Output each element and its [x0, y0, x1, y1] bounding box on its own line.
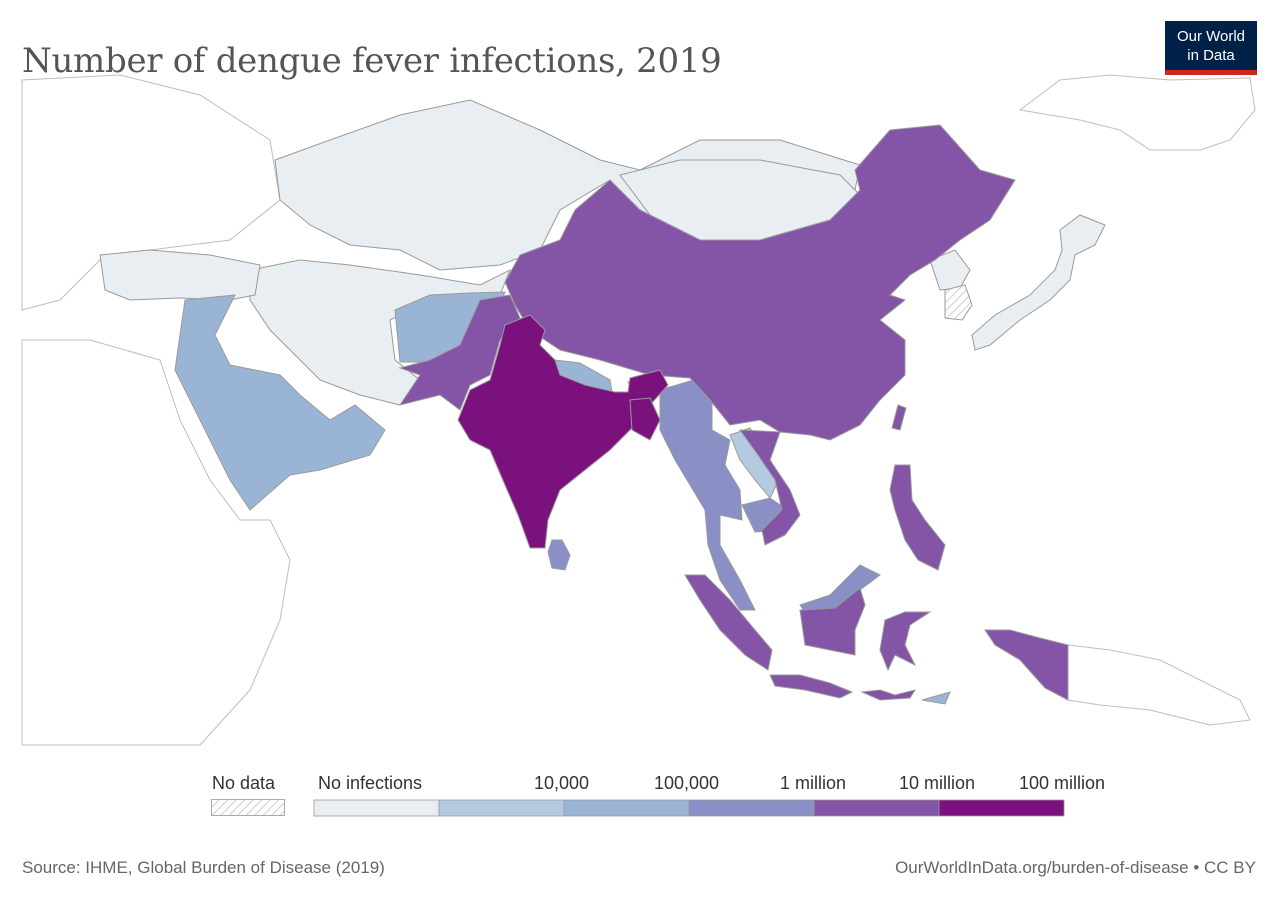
legend-no-data-swatch[interactable] [211, 799, 285, 817]
country-indonesia-sumatra[interactable] [684, 574, 773, 671]
logo-line-2: in Data [1187, 47, 1235, 64]
owid-logo[interactable]: Our World in Data [1165, 21, 1257, 75]
source-note: Source: IHME, Global Burden of Disease (… [22, 858, 385, 877]
legend-tick-label-100k: 100,000 [654, 773, 720, 793]
legend-tick-label-10k: 10,000 [534, 773, 590, 793]
chart-title: Number of dengue fever infections, 2019 [22, 40, 722, 81]
country-timor-leste[interactable] [921, 691, 951, 705]
legend-bin-1[interactable] [438, 799, 565, 817]
country-saudi-arabia-region[interactable] [174, 294, 386, 511]
legend-bin-4[interactable] [813, 799, 940, 817]
asia-choropleth-map[interactable] [0, 70, 1280, 750]
country-bangladesh[interactable] [629, 397, 661, 441]
country-vietnam[interactable] [738, 429, 801, 546]
legend-bin-5[interactable] [938, 799, 1065, 817]
country-indonesia-papua[interactable] [984, 629, 1069, 701]
country-turkey[interactable] [99, 249, 261, 301]
legend-tick-label-1m: 1 million [780, 773, 847, 793]
region-africa[interactable] [21, 339, 291, 746]
credit-link[interactable]: OurWorldInData.org/burden-of-disease • C… [895, 858, 1256, 877]
region-australia-png[interactable] [1067, 644, 1251, 726]
country-sri-lanka[interactable] [547, 539, 571, 571]
country-north-korea[interactable] [929, 249, 971, 291]
country-indonesia-borneo[interactable] [799, 587, 866, 656]
country-india[interactable] [457, 314, 669, 549]
legend-bin-0[interactable] [313, 799, 440, 817]
legend-bin-3[interactable] [688, 799, 815, 817]
country-myanmar-thailand[interactable] [659, 377, 756, 611]
country-indonesia-java[interactable] [769, 674, 854, 699]
country-indonesia-sulawesi[interactable] [879, 611, 932, 672]
legend-tick-label-10m: 10 million [899, 773, 976, 793]
region-europe[interactable] [21, 74, 281, 311]
region-far-east-russia[interactable] [1018, 74, 1256, 151]
map-legend: No data No infections 10,000 100,000 1 m… [200, 770, 1140, 830]
legend-color-bar [313, 799, 1065, 817]
country-south-korea[interactable] [944, 284, 973, 321]
country-philippines[interactable] [889, 464, 946, 571]
country-taiwan[interactable] [891, 404, 907, 431]
legend-no-infections-label: No infections [318, 773, 423, 793]
legend-bin-2[interactable] [563, 799, 690, 817]
logo-line-1: Our World [1176, 28, 1246, 45]
country-indonesia-lesser-sunda[interactable] [860, 689, 917, 701]
legend-tick-label-100m: 100 million [1019, 773, 1106, 793]
legend-no-data-label: No data [212, 773, 276, 793]
country-japan[interactable] [971, 214, 1106, 351]
